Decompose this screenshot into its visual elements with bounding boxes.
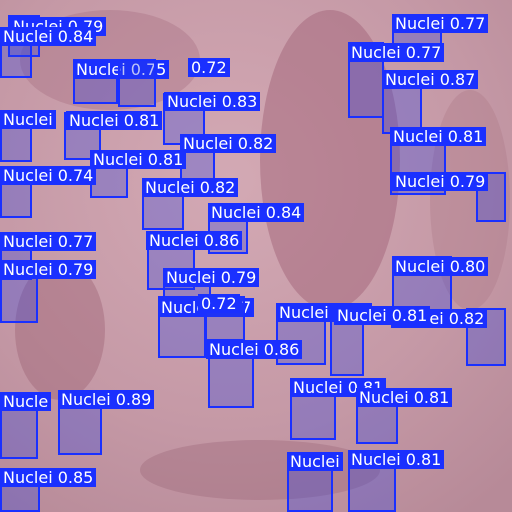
detection-label: Nuclei 0.82 [180, 134, 277, 153]
detection-label: Nuclei 0.80 [392, 257, 489, 276]
detection-label: Nuclei 0.87 [382, 70, 479, 89]
detection-label: 0.72 [198, 294, 240, 313]
detection-label: Nuclei 0.74 [0, 166, 97, 185]
detection-label: Nuclei [287, 452, 343, 471]
detection-label: Nuclei 0.79 [0, 260, 97, 279]
detection-label: Nuclei 0.81 [390, 127, 487, 146]
detection-label: Nuclei 0.81 [348, 450, 445, 469]
detection-label: Nuclei 0.89 [58, 390, 155, 409]
bounding-box [118, 59, 156, 107]
detection-label: Nuclei 0.75 [73, 60, 170, 79]
detection-label: Nuclei 0.82 [142, 178, 239, 197]
detection-label: Nuclei 0.86 [146, 231, 243, 250]
detection-label: 0.72 [188, 58, 230, 77]
bounding-box [330, 320, 364, 376]
detection-label: Nuclei 0.81 [356, 388, 453, 407]
detection-label: Nuclei 0.81 [66, 111, 163, 130]
detection-label: Nuclei 0.83 [164, 92, 261, 111]
detection-label: Nuclei 0.84 [208, 203, 305, 222]
detection-label: Nuclei [0, 110, 56, 129]
detection-label: Nucle [0, 392, 52, 411]
detection-label: Nuclei 0.77 [392, 14, 489, 33]
detection-label: Nuclei 0.86 [206, 340, 303, 359]
detection-label: Nuclei 0.77 [348, 43, 445, 62]
bounding-box [476, 172, 506, 222]
detection-label: Nuclei 0.81 [90, 150, 187, 169]
detection-label: Nuclei 0.85 [0, 468, 97, 487]
detection-label: Nuclei 0.81 [334, 306, 431, 325]
detection-label: Nuclei 0.77 [0, 232, 97, 251]
detection-label: Nuclei 0.84 [0, 27, 97, 46]
detection-label: Nuclei 0.79 [163, 268, 260, 287]
detection-label: Nuclei 0.79 [392, 172, 489, 191]
